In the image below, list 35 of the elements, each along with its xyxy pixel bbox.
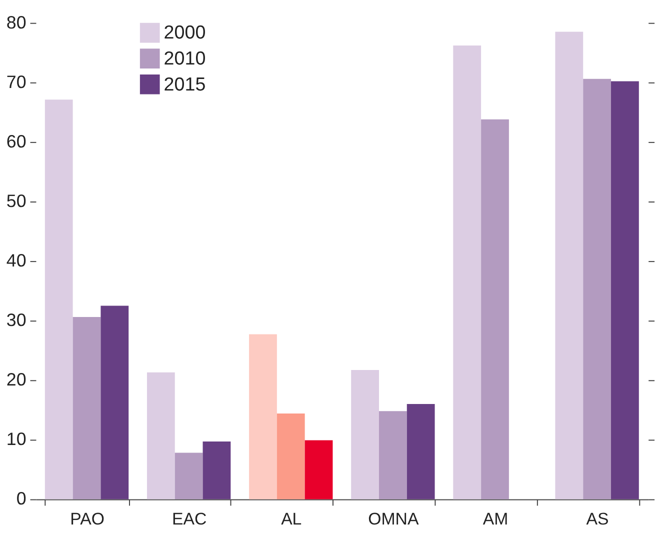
bar <box>481 119 509 500</box>
x-tick-label: AS <box>586 510 609 529</box>
y-tick-label: 50 <box>6 190 26 211</box>
bar <box>378 411 407 500</box>
bar <box>583 78 612 500</box>
x-tick-label: OMNA <box>368 510 420 529</box>
y-tick-label: 0 <box>16 488 26 509</box>
legend-label: 2010 <box>164 48 206 69</box>
y-tick-label: 60 <box>6 131 26 152</box>
y-tick-label: 10 <box>6 429 26 450</box>
x-tick-label: AM <box>482 510 508 529</box>
bar <box>44 100 73 500</box>
bar <box>611 81 639 500</box>
bar <box>249 334 277 500</box>
y-tick-label: 80 <box>6 12 26 32</box>
x-tick-label: PAO <box>70 510 104 529</box>
bar <box>453 45 482 500</box>
bar <box>174 452 203 500</box>
x-tick-label: EAC <box>172 510 207 529</box>
y-tick-label: 20 <box>6 370 26 390</box>
bar <box>72 317 101 500</box>
legend-label: 2000 <box>164 22 206 43</box>
x-tick-label: AL <box>281 510 302 529</box>
bar <box>351 370 379 500</box>
bar <box>202 441 231 500</box>
bar <box>276 413 305 500</box>
y-tick-label: 30 <box>6 310 26 330</box>
y-tick-label: 40 <box>6 250 26 271</box>
bar <box>555 32 584 500</box>
y-tick-label: 70 <box>6 72 26 92</box>
bar <box>146 372 175 500</box>
bar <box>100 306 129 500</box>
bar <box>406 404 435 500</box>
legend-label: 2015 <box>164 73 206 94</box>
bar <box>304 440 333 500</box>
